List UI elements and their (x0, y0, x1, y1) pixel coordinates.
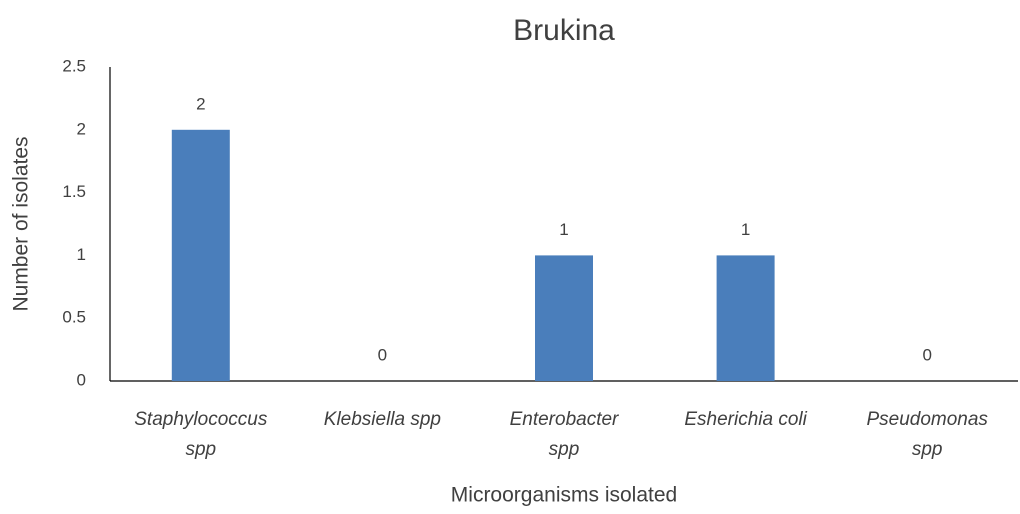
x-tick-label: Enterobacter spp (509, 409, 619, 460)
y-axis-title: Number of isolates (10, 136, 33, 311)
y-tick-label: 2.5 (62, 56, 86, 75)
x-tick-label: Staphylococcus spp (134, 409, 268, 460)
x-tick-label: Klebsiella spp (323, 409, 442, 430)
y-tick-label: 1 (77, 245, 86, 264)
bar (716, 255, 775, 381)
y-tick-label: 0 (77, 370, 86, 389)
y-tick-label: 0.5 (62, 308, 86, 327)
bar (171, 129, 230, 381)
y-tick-label: 2 (77, 119, 86, 138)
y-tick-label: 1.5 (62, 182, 86, 201)
data-label: 1 (741, 220, 750, 239)
x-axis-title: Microorganisms isolated (451, 484, 677, 507)
bar (535, 255, 593, 381)
data-label: 2 (196, 94, 205, 113)
data-label: 0 (378, 345, 387, 364)
chart-title: Brukina (513, 14, 615, 47)
data-label: 1 (559, 220, 568, 239)
x-tick-label: Pseudomonas spp (866, 409, 988, 460)
x-tick-label: Esherichia coli (684, 409, 807, 430)
data-label: 0 (922, 345, 931, 364)
